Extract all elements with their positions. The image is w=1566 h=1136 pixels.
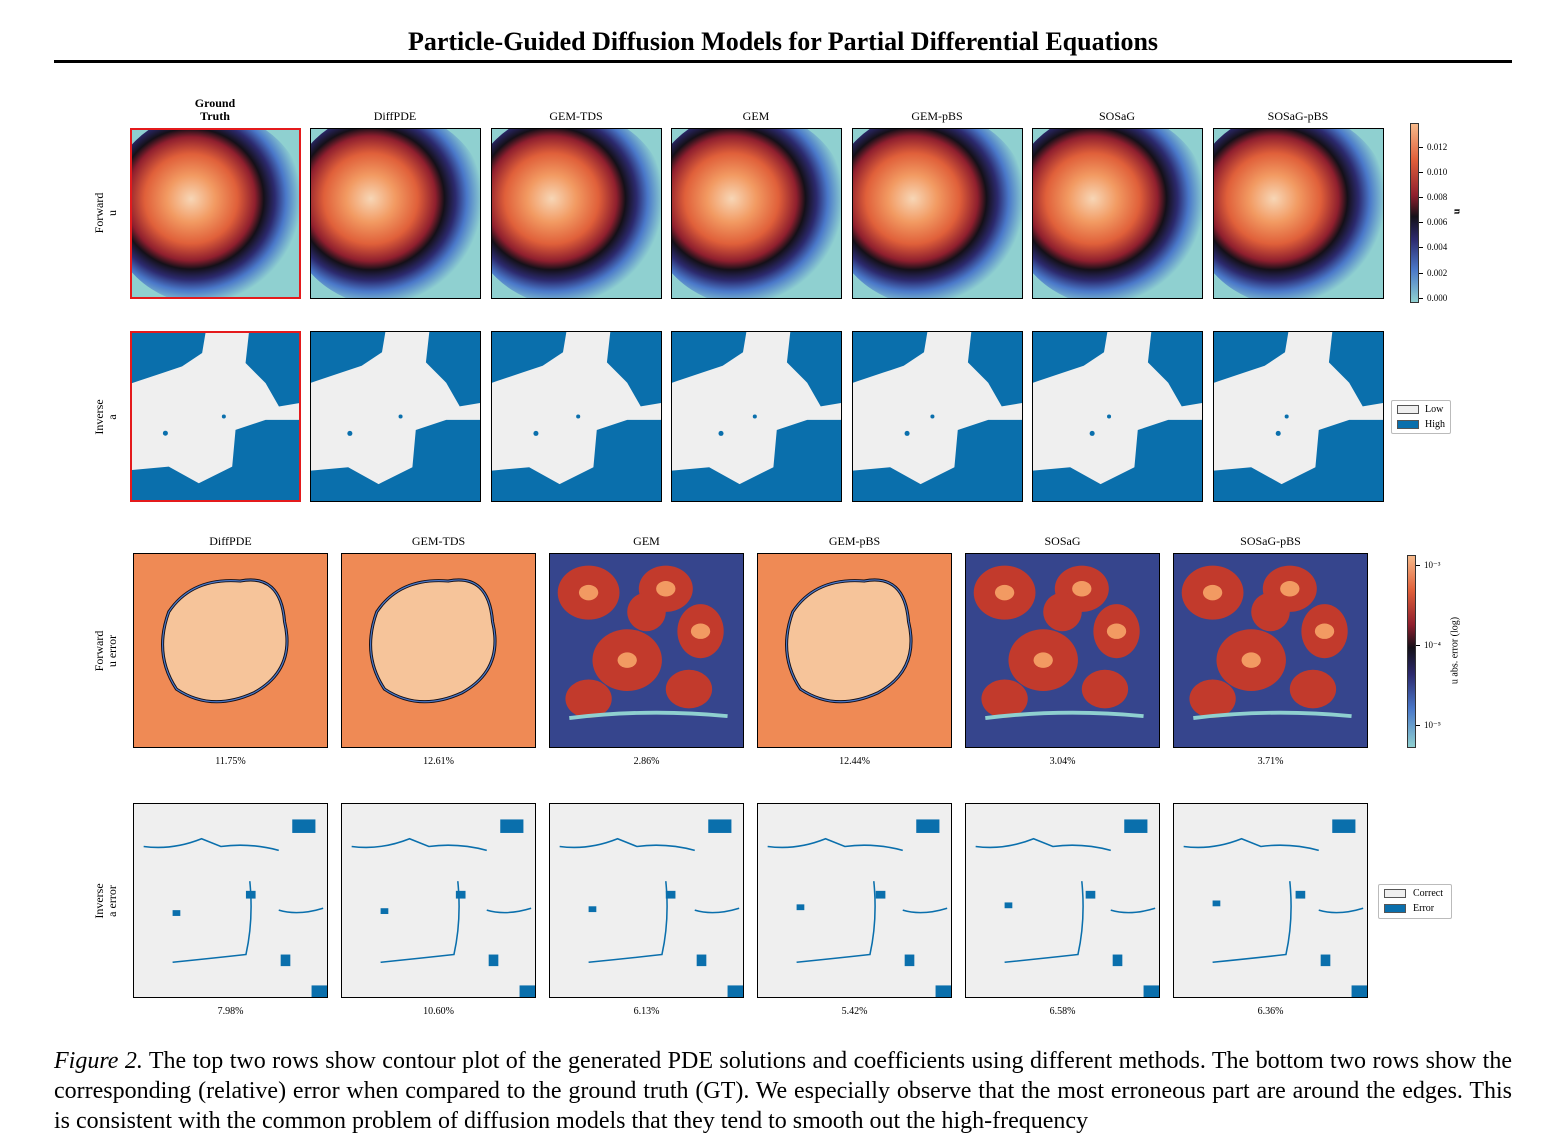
forward-u-plot — [310, 128, 481, 299]
inverse-a-error-plot — [133, 803, 328, 998]
inverse-a-plot — [852, 331, 1023, 502]
error-colorbar — [1407, 555, 1416, 748]
inverse-a-error-metric: 7.98% — [217, 1006, 244, 1017]
inverse-a-plot — [491, 331, 662, 502]
inverse-a-error-plot — [757, 803, 952, 998]
forward-u-plot — [1032, 128, 1203, 299]
row-label-forward-u: Forward u — [92, 183, 119, 243]
inverse-a-plot — [671, 331, 842, 502]
inverse-a-error-plot — [1173, 803, 1368, 998]
legend-low-label: Low — [1425, 404, 1444, 415]
bottom-col-header-gem-pbs: GEM-pBS — [828, 534, 881, 548]
legend-low-swatch — [1397, 405, 1419, 414]
col-header-diffpde: DiffPDE — [373, 109, 417, 123]
bottom-col-header-sosag-pbs: SOSaG-pBS — [1240, 534, 1301, 548]
inverse-a-error-plot — [965, 803, 1160, 998]
row-label-forward-u-error-l2: u error — [105, 634, 119, 668]
legend-error-swatch — [1384, 904, 1406, 913]
legend-err: Correct Error — [1378, 884, 1452, 919]
u-tick: 0.000 — [1427, 293, 1448, 303]
u-tick: 0.004 — [1427, 242, 1448, 252]
forward-u-error-plot — [549, 553, 744, 748]
col-header-ground-truth: Ground Truth — [130, 97, 300, 123]
forward-u-error-metric: 11.75% — [215, 756, 246, 767]
inverse-a-error-plot — [549, 803, 744, 998]
forward-u-error-metric: 12.44% — [839, 756, 870, 767]
caption-label: Figure 2. — [54, 1048, 143, 1074]
forward-u-plot — [130, 128, 301, 299]
forward-u-error-plot — [1173, 553, 1368, 748]
forward-u-error-plot — [341, 553, 536, 748]
forward-u-plot — [1213, 128, 1384, 299]
forward-u-error-plot — [965, 553, 1160, 748]
col-header-sosag-pbs: SOSaG-pBS — [1267, 109, 1329, 123]
inverse-a-error-plot — [341, 803, 536, 998]
figure-caption: Figure 2. The top two rows show contour … — [54, 1046, 1512, 1136]
forward-u-error-plot — [133, 553, 328, 748]
u-colorbar — [1410, 123, 1419, 303]
inverse-a-error-metric: 6.36% — [1257, 1006, 1284, 1017]
u-tick: 0.006 — [1427, 217, 1448, 227]
forward-u-error-metric: 12.61% — [423, 756, 454, 767]
bottom-col-header-sosag: SOSaG — [1044, 534, 1081, 548]
forward-u-error-metric: 2.86% — [633, 756, 660, 767]
row-label-forward-u-error: Forward u error — [92, 621, 119, 681]
forward-u-plot — [852, 128, 1023, 299]
col-header-ground-truth-l1: Ground Truth — [194, 96, 236, 123]
legend-high-label: High — [1425, 419, 1445, 430]
col-header-gem-tds: GEM-TDS — [549, 109, 603, 123]
row-label-inverse-a: Inverse a — [92, 387, 119, 447]
bottom-col-header-diffpde: DiffPDE — [209, 534, 252, 548]
row-label-forward-u-l2: u — [105, 210, 119, 216]
bottom-col-header-gem: GEM — [633, 534, 660, 548]
error-colorbar-label: u abs. error (log) — [1449, 616, 1461, 685]
inverse-a-plot — [1032, 331, 1203, 502]
legend-high-swatch — [1397, 420, 1419, 429]
paper-title: Particle-Guided Diffusion Models for Par… — [407, 27, 1159, 56]
inverse-a-error-metric: 6.58% — [1049, 1006, 1076, 1017]
row-label-inverse-a-l2: a — [105, 414, 119, 420]
forward-u-plot — [671, 128, 842, 299]
inverse-a-plot — [1213, 331, 1384, 502]
inverse-a-plot — [130, 331, 301, 502]
legend-correct-swatch — [1384, 889, 1406, 898]
legend-a: Low High — [1391, 400, 1451, 434]
inverse-a-error-metric: 10.60% — [423, 1006, 454, 1017]
u-tick: 0.002 — [1427, 268, 1448, 278]
col-header-sosag: SOSaG — [1098, 109, 1135, 123]
legend-error-label: Error — [1413, 903, 1435, 914]
row-label-inverse-a-error: Inverse a error — [92, 871, 119, 931]
u-tick: 0.012 — [1427, 142, 1448, 152]
inverse-a-plot — [310, 331, 481, 502]
forward-u-error-metric: 3.04% — [1049, 756, 1076, 767]
err-tick: 10⁻⁵ — [1424, 720, 1441, 730]
caption-text: The top two rows show contour plot of th… — [54, 1048, 1512, 1134]
forward-u-error-metric: 3.71% — [1257, 756, 1284, 767]
col-header-gem-pbs: GEM-pBS — [911, 109, 963, 123]
bottom-col-header-gem-tds: GEM-TDS — [411, 534, 466, 548]
inverse-a-error-metric: 5.42% — [841, 1006, 868, 1017]
u-tick: 0.008 — [1427, 192, 1448, 202]
forward-u-error-plot — [757, 553, 952, 748]
u-colorbar-label: u — [1451, 208, 1463, 215]
err-tick: 10⁻⁴ — [1424, 640, 1441, 650]
col-header-gem: GEM — [742, 109, 770, 123]
title-rule — [54, 60, 1512, 63]
row-label-inverse-a-error-l2: a error — [105, 885, 119, 917]
inverse-a-error-metric: 6.13% — [633, 1006, 660, 1017]
u-tick: 0.010 — [1427, 167, 1448, 177]
legend-correct-label: Correct — [1413, 888, 1443, 899]
err-tick: 10⁻³ — [1424, 560, 1441, 570]
forward-u-plot — [491, 128, 662, 299]
